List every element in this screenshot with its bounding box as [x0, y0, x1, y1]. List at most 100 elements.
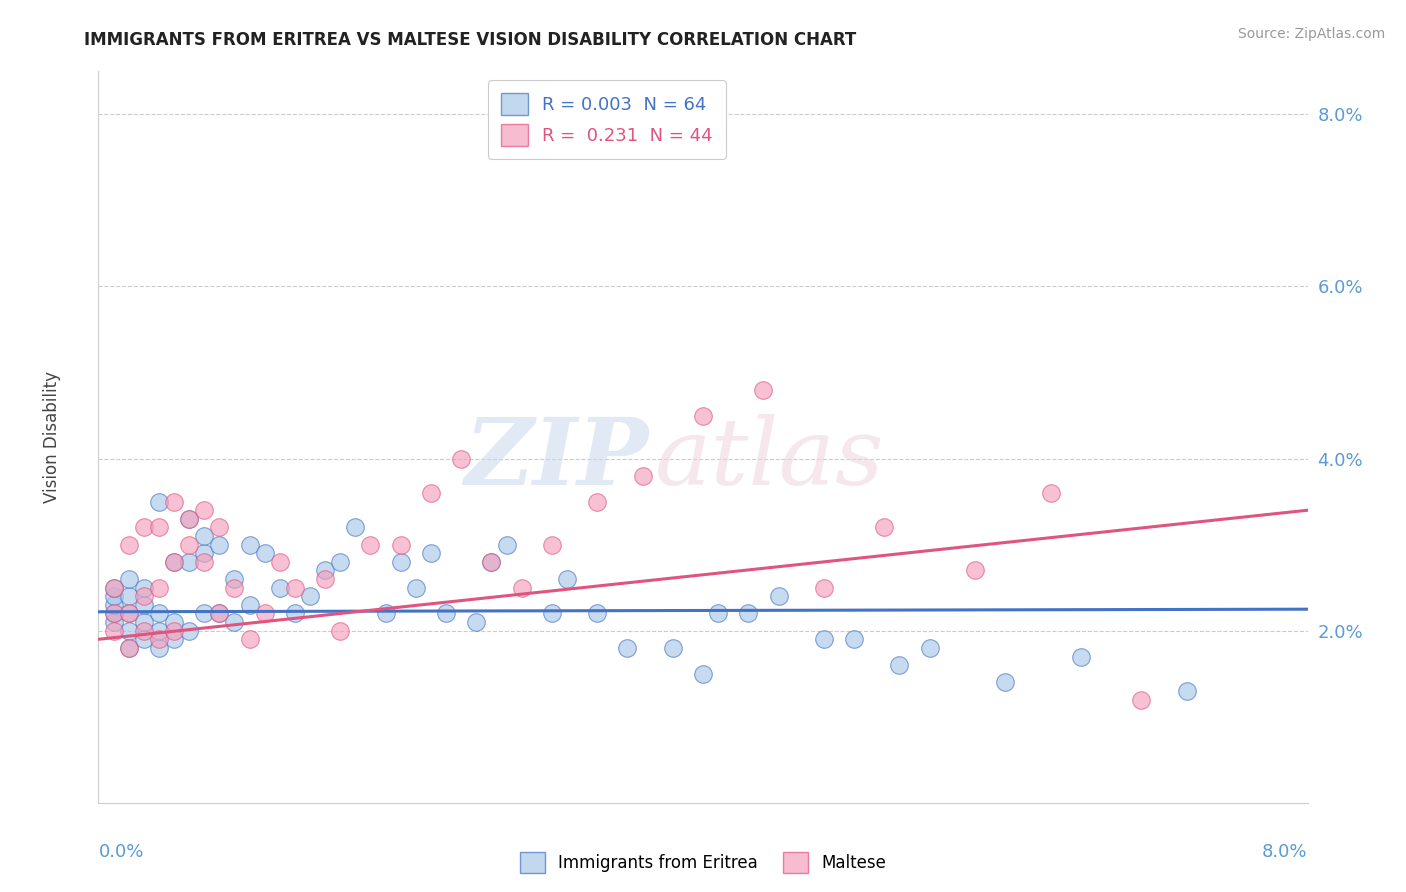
Point — [103, 589, 125, 603]
Point — [208, 520, 231, 534]
Point — [495, 538, 517, 552]
Text: Source: ZipAtlas.com: Source: ZipAtlas.com — [1237, 27, 1385, 41]
Point — [540, 607, 562, 621]
Point — [269, 555, 291, 569]
Point — [224, 581, 246, 595]
Point — [148, 494, 170, 508]
Point — [661, 640, 683, 655]
Point — [208, 538, 231, 552]
Point — [148, 607, 170, 621]
Point — [314, 572, 336, 586]
Point — [163, 632, 186, 647]
Point — [737, 607, 759, 621]
Point — [208, 607, 231, 621]
Text: IMMIGRANTS FROM ERITREA VS MALTESE VISION DISABILITY CORRELATION CHART: IMMIGRANTS FROM ERITREA VS MALTESE VISIO… — [84, 31, 856, 49]
Point — [193, 607, 215, 621]
Point — [374, 607, 396, 621]
Point — [132, 520, 155, 534]
Point — [1070, 649, 1092, 664]
Legend: R = 0.003  N = 64, R =  0.231  N = 44: R = 0.003 N = 64, R = 0.231 N = 44 — [488, 80, 725, 159]
Point — [118, 607, 141, 621]
Text: ZIP: ZIP — [464, 414, 648, 504]
Point — [692, 666, 714, 681]
Point — [118, 640, 141, 655]
Point — [193, 546, 215, 560]
Point — [163, 494, 186, 508]
Point — [239, 598, 262, 612]
Point — [329, 555, 352, 569]
Point — [873, 520, 896, 534]
Legend: Immigrants from Eritrea, Maltese: Immigrants from Eritrea, Maltese — [513, 846, 893, 880]
Point — [253, 546, 276, 560]
Point — [148, 632, 170, 647]
Point — [344, 520, 367, 534]
Point — [918, 640, 941, 655]
Point — [163, 555, 186, 569]
Point — [193, 529, 215, 543]
Point — [450, 451, 472, 466]
Point — [163, 555, 186, 569]
Point — [586, 607, 609, 621]
Point — [132, 598, 155, 612]
Point — [844, 632, 866, 647]
Point — [1130, 692, 1153, 706]
Point — [132, 632, 155, 647]
Point — [284, 581, 307, 595]
Point — [813, 632, 835, 647]
Point — [1175, 684, 1198, 698]
Point — [208, 607, 231, 621]
Point — [103, 598, 125, 612]
Point — [148, 624, 170, 638]
Point — [405, 581, 427, 595]
Point — [253, 607, 276, 621]
Point — [707, 607, 730, 621]
Point — [555, 572, 578, 586]
Point — [586, 494, 609, 508]
Point — [224, 615, 246, 629]
Text: atlas: atlas — [655, 414, 884, 504]
Point — [163, 615, 186, 629]
Point — [179, 555, 201, 569]
Point — [239, 632, 262, 647]
Point — [132, 581, 155, 595]
Point — [269, 581, 291, 595]
Point — [768, 589, 790, 603]
Point — [360, 538, 382, 552]
Point — [179, 624, 201, 638]
Point — [179, 512, 201, 526]
Point — [103, 607, 125, 621]
Point — [965, 564, 987, 578]
Point — [994, 675, 1017, 690]
Point — [420, 546, 443, 560]
Text: Vision Disability: Vision Disability — [44, 371, 62, 503]
Point — [616, 640, 638, 655]
Point — [314, 564, 336, 578]
Point — [118, 589, 141, 603]
Point — [481, 555, 503, 569]
Point — [465, 615, 488, 629]
Text: 8.0%: 8.0% — [1263, 843, 1308, 861]
Point — [103, 607, 125, 621]
Point — [481, 555, 503, 569]
Point — [103, 624, 125, 638]
Point — [434, 607, 457, 621]
Point — [224, 572, 246, 586]
Point — [631, 468, 654, 483]
Point — [103, 615, 125, 629]
Point — [148, 640, 170, 655]
Point — [813, 581, 835, 595]
Point — [692, 409, 714, 423]
Point — [389, 555, 412, 569]
Point — [103, 581, 125, 595]
Point — [540, 538, 562, 552]
Point — [420, 486, 443, 500]
Point — [118, 538, 141, 552]
Point — [132, 624, 155, 638]
Point — [329, 624, 352, 638]
Point — [299, 589, 322, 603]
Point — [132, 589, 155, 603]
Point — [118, 607, 141, 621]
Point — [103, 581, 125, 595]
Point — [148, 581, 170, 595]
Point — [118, 572, 141, 586]
